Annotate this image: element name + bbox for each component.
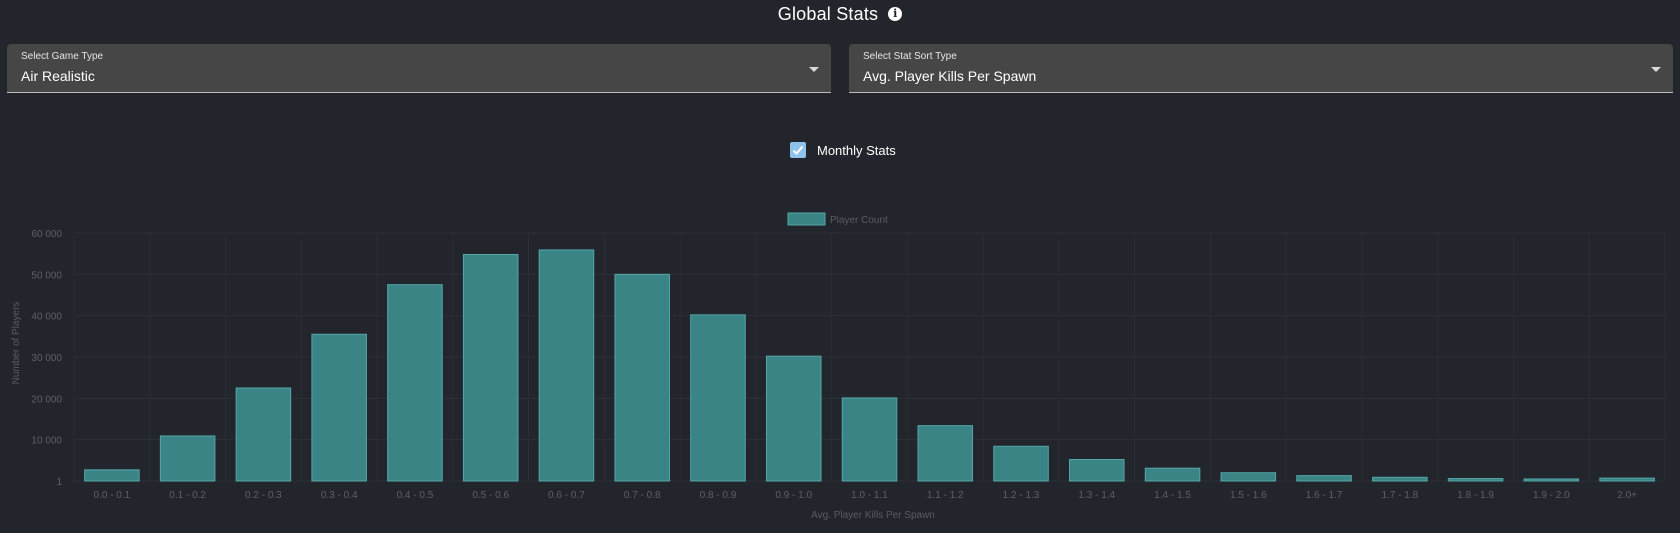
bar-1-2-1-3[interactable] bbox=[993, 445, 1049, 482]
bar-0-7-0-8[interactable] bbox=[614, 273, 670, 482]
game-type-value: Air Realistic bbox=[21, 68, 95, 84]
chart-legend[interactable]: Player Count bbox=[787, 212, 888, 226]
info-icon[interactable]: i bbox=[888, 7, 903, 21]
bar-1-3-1-4[interactable] bbox=[1069, 459, 1125, 482]
game-type-select[interactable]: Select Game Type Air Realistic bbox=[7, 44, 831, 93]
x-tick-label: 0.1 - 0.2 bbox=[169, 490, 206, 501]
player-count-chart: 1 10 000 20 000 30 000 40 000 50 000 60 000 0.… bbox=[11, 212, 1666, 521]
x-tick-label: 2.0+ bbox=[1617, 490, 1637, 501]
y-tick-label: 60 000 bbox=[31, 229, 62, 240]
stat-sort-select[interactable]: Select Stat Sort Type Avg. Player Kills … bbox=[849, 44, 1673, 93]
bar-0-2-0-3[interactable] bbox=[235, 387, 292, 482]
monthly-stats-toggle[interactable]: Monthly Stats bbox=[790, 140, 896, 160]
x-tick-label: 0.9 - 1.0 bbox=[775, 490, 812, 501]
bar-1-0-1-1[interactable] bbox=[841, 397, 898, 482]
bar-2-0+[interactable] bbox=[1599, 477, 1655, 482]
bar-0-1-0-2[interactable] bbox=[159, 435, 216, 482]
bar-0-5-0-6[interactable] bbox=[462, 253, 519, 482]
x-tick-label: 0.2 - 0.3 bbox=[245, 490, 282, 501]
game-type-label: Select Game Type bbox=[21, 51, 104, 62]
chevron-down-icon[interactable] bbox=[809, 67, 819, 72]
legend-label: Player Count bbox=[830, 215, 888, 226]
x-tick-label: 1.2 - 1.3 bbox=[1003, 490, 1040, 501]
x-tick-label: 0.7 - 0.8 bbox=[624, 490, 661, 501]
bar-0-3-0-4[interactable] bbox=[311, 333, 367, 482]
bar-0-6-0-7[interactable] bbox=[538, 249, 595, 482]
y-axis-title: Number of Players bbox=[11, 302, 22, 385]
y-tick-label: 30 000 bbox=[31, 353, 62, 364]
bar-1-6-1-7[interactable] bbox=[1296, 475, 1352, 482]
x-tick-label: 0.3 - 0.4 bbox=[321, 490, 358, 501]
y-tick-label: 50 000 bbox=[31, 270, 62, 281]
bar-1-9-2-0[interactable] bbox=[1523, 478, 1580, 482]
x-tick-label: 1.8 - 1.9 bbox=[1457, 490, 1494, 501]
monthly-stats-checkbox[interactable] bbox=[790, 142, 806, 158]
x-tick-label: 1.5 - 1.6 bbox=[1230, 490, 1267, 501]
bar-1-7-1-8[interactable] bbox=[1372, 476, 1428, 482]
legend-swatch bbox=[787, 212, 826, 226]
x-tick-label: 0.4 - 0.5 bbox=[397, 490, 434, 501]
bar-0-9-1-0[interactable] bbox=[765, 355, 822, 482]
bar-0-8-0-9[interactable] bbox=[690, 314, 746, 482]
x-tick-label: 1.7 - 1.8 bbox=[1381, 490, 1418, 501]
stat-sort-value: Avg. Player Kills Per Spawn bbox=[863, 68, 1037, 84]
x-tick-label: 1.1 - 1.2 bbox=[927, 490, 964, 501]
header: Global Stats i bbox=[0, 0, 1680, 28]
bar-0-0-0-1[interactable] bbox=[84, 469, 140, 482]
bar-1-8-1-9[interactable] bbox=[1447, 478, 1504, 482]
x-tick-label: 0.5 - 0.6 bbox=[472, 490, 509, 501]
x-tick-label: 0.0 - 0.1 bbox=[94, 490, 131, 501]
y-tick-label: 1 bbox=[56, 477, 62, 488]
x-tick-label: 0.6 - 0.7 bbox=[548, 490, 585, 501]
x-axis-title: Avg. Player Kills Per Spawn bbox=[811, 510, 935, 521]
x-tick-label: 1.6 - 1.7 bbox=[1306, 490, 1343, 501]
monthly-stats-label: Monthly Stats bbox=[817, 142, 896, 158]
y-tick-label: 10 000 bbox=[31, 436, 62, 447]
bar-1-4-1-5[interactable] bbox=[1144, 467, 1201, 482]
checkmark-icon bbox=[792, 145, 804, 155]
x-tick-label: 1.4 - 1.5 bbox=[1154, 490, 1191, 501]
x-tick-label: 1.0 - 1.1 bbox=[851, 490, 888, 501]
x-tick-label: 1.3 - 1.4 bbox=[1078, 490, 1115, 501]
y-tick-label: 40 000 bbox=[31, 312, 62, 323]
bar-1-5-1-6[interactable] bbox=[1220, 472, 1277, 482]
bar-1-1-1-2[interactable] bbox=[917, 425, 974, 482]
bar-0-4-0-5[interactable] bbox=[387, 284, 443, 482]
x-axis-ticks: 0.0 - 0.1 0.1 - 0.2 0.2 - 0.3 0.3 - 0.4 0.4 … bbox=[94, 490, 1638, 501]
chart-bars bbox=[84, 249, 1655, 482]
x-tick-label: 0.8 - 0.9 bbox=[700, 490, 737, 501]
page-title: Global Stats bbox=[777, 3, 879, 24]
y-tick-label: 20 000 bbox=[31, 394, 62, 405]
chevron-down-icon[interactable] bbox=[1651, 67, 1661, 72]
stat-sort-label: Select Stat Sort Type bbox=[863, 51, 957, 62]
y-axis-ticks: 1 10 000 20 000 30 000 40 000 50 000 60 000 bbox=[31, 229, 62, 488]
x-tick-label: 1.9 - 2.0 bbox=[1533, 490, 1570, 501]
